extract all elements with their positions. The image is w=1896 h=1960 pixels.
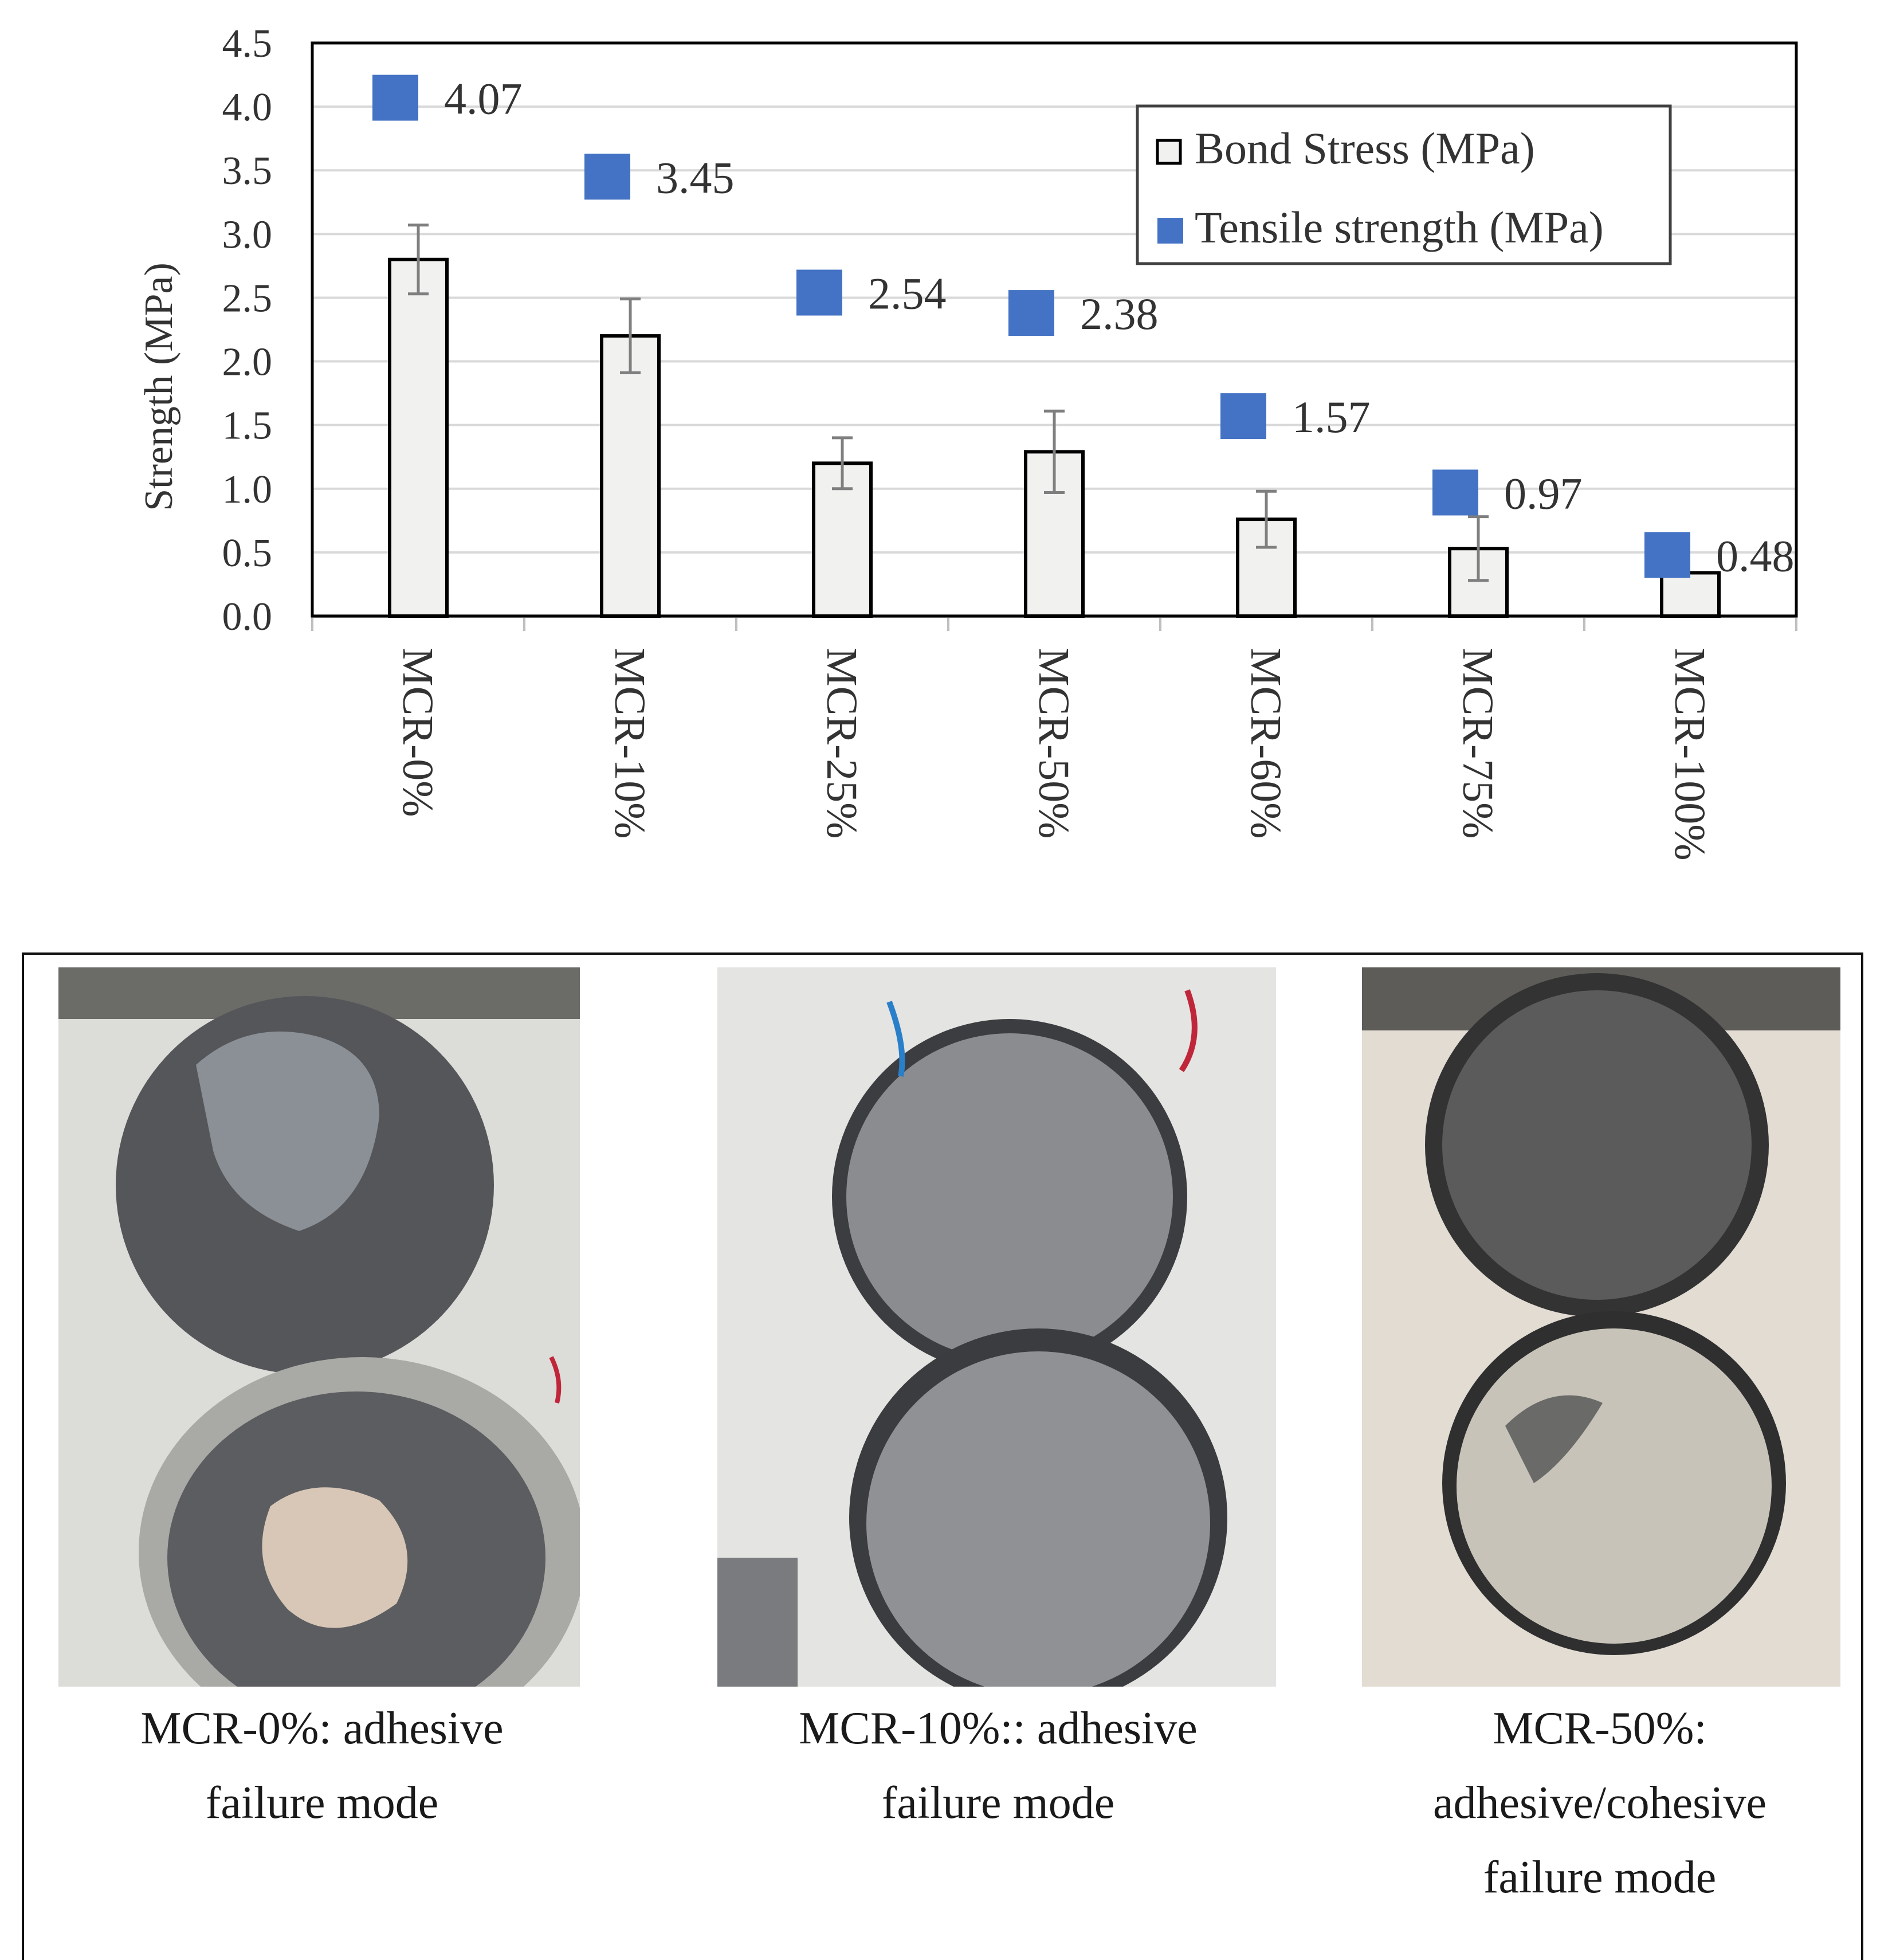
x-category-label: MCR-50%: [1030, 648, 1078, 839]
x-axis-categories: MCR-0% MCR-10% MCR-25% MCR-50% MCR-60% MCR-75…: [394, 648, 1714, 861]
y-axis-title: Strength (MPa): [137, 262, 181, 511]
caption-mcr-0: MCR-0%: adhesive failure mode: [36, 1691, 609, 1840]
legend-label-bond-stress: Bond Stress (MPa): [1195, 123, 1535, 173]
legend-swatch-bond-stress: [1156, 139, 1182, 165]
tensile-strength-marker: [1220, 393, 1266, 440]
y-tick-label: 3.5: [222, 149, 273, 193]
legend: Bond Stress (MPa) Tensile strength (MPa): [1136, 104, 1672, 265]
failure-mode-photo-panel: MCR-0%: adhesive failure mode MCR-10%:: …: [22, 952, 1863, 1960]
x-category-label: MCR-100%: [1666, 648, 1714, 861]
bond-stress-bar: [600, 334, 661, 618]
caption-line: failure mode: [205, 1778, 439, 1828]
x-category-label: MCR-0%: [394, 648, 442, 817]
caption-mcr-50: MCR-50%: adhesive/cohesive failure mode: [1342, 1691, 1858, 1915]
y-tick-label: 1.0: [222, 468, 273, 512]
y-tick-label: 2.5: [222, 276, 273, 320]
y-tick-label: 0.0: [222, 595, 273, 639]
tensile-strength-value-label: 1.57: [1292, 392, 1371, 442]
x-category-label: MCR-60%: [1242, 648, 1290, 839]
caption-line: failure mode: [1483, 1852, 1717, 1903]
y-tick-label: 2.0: [222, 340, 273, 385]
tensile-strength-marker: [1008, 290, 1054, 336]
legend-box: [1136, 104, 1672, 265]
photo-mcr-50: [1362, 967, 1840, 1687]
tensile-strength-marker: [584, 154, 630, 200]
tensile-strength-value-label: 2.38: [1080, 289, 1159, 339]
tensile-strength-value-label: 4.07: [444, 74, 523, 124]
bond-stress-bar: [1660, 571, 1721, 618]
y-tick-label: 1.5: [222, 404, 273, 448]
tensile-strength-marker: [1644, 532, 1690, 578]
caption-line: MCR-50%:: [1493, 1703, 1707, 1754]
tensile-strength-value-label: 0.97: [1504, 468, 1583, 518]
tensile-strength-markers: 4.07 3.45 2.54 2.38 1.57 0.97 0.48: [372, 74, 1795, 581]
x-category-label: MCR-25%: [818, 648, 866, 839]
tensile-strength-marker: [1432, 469, 1478, 516]
bond-stress-bar: [388, 257, 449, 618]
x-category-label: MCR-75%: [1454, 648, 1502, 839]
photo-mcr-0: [58, 967, 580, 1687]
y-tick-label: 0.5: [222, 531, 273, 575]
tensile-strength-value-label: 3.45: [656, 152, 735, 202]
legend-label-tensile-strength: Tensile strength (MPa): [1195, 202, 1604, 252]
photo-mcr-10: [717, 967, 1276, 1687]
caption-mcr-10: MCR-10%:: adhesive failure mode: [683, 1691, 1313, 1840]
caption-line: failure mode: [881, 1778, 1115, 1828]
tensile-strength-value-label: 2.54: [868, 269, 947, 319]
tensile-strength-marker: [372, 75, 418, 121]
tensile-strength-value-label: 0.48: [1716, 531, 1795, 581]
tensile-strength-marker: [796, 269, 842, 316]
caption-line: MCR-10%:: adhesive: [799, 1703, 1198, 1754]
caption-line: MCR-0%: adhesive: [140, 1703, 504, 1754]
y-tick-label: 4.5: [222, 22, 273, 66]
bond-stress-bars: [388, 224, 1721, 618]
strength-chart: 0.0 0.5 1.0 1.5 2.0 2.5 3.0 3.5 4.0 4.5 Strength …: [137, 22, 1798, 861]
y-tick-label: 4.0: [222, 85, 273, 130]
x-category-label: MCR-10%: [606, 648, 654, 839]
caption-line: adhesive/cohesive: [1433, 1778, 1767, 1828]
y-tick-label: 3.0: [222, 213, 273, 257]
y-axis-ticks: 0.0 0.5 1.0 1.5 2.0 2.5 3.0 3.5 4.0 4.5: [222, 22, 273, 639]
legend-swatch-tensile-strength: [1157, 218, 1183, 244]
